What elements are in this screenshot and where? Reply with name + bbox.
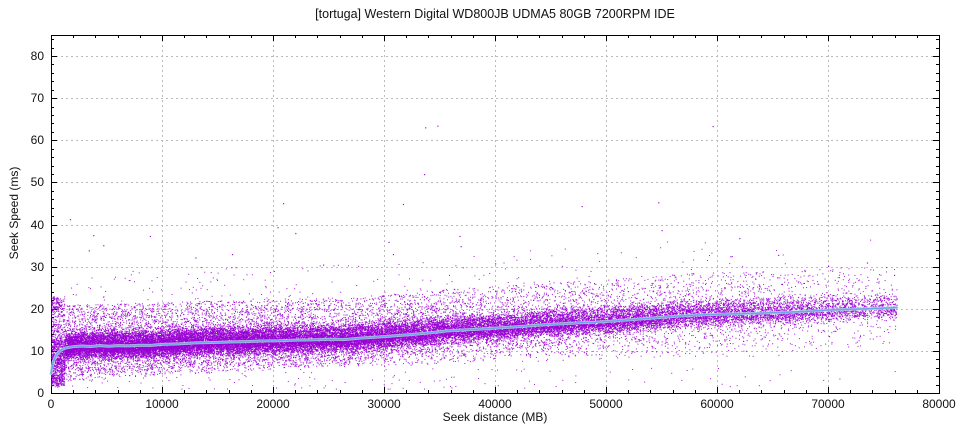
x-tick-label: 10000: [145, 397, 179, 411]
x-tick-label: 40000: [478, 397, 512, 411]
x-tick-label: 80000: [922, 397, 956, 411]
x-tick-label: 70000: [811, 397, 845, 411]
y-tick-label: 70: [30, 91, 44, 106]
x-tick-label: 50000: [589, 397, 623, 411]
x-tick-label: 0: [47, 397, 55, 411]
x-axis-label: Seek distance (MB): [442, 410, 548, 424]
chart-title: [tortuga] Western Digital WD800JB UDMA5 …: [315, 7, 675, 21]
x-tick-label: 20000: [256, 397, 290, 411]
y-tick-label: 30: [30, 259, 44, 274]
y-tick-label: 20: [30, 301, 44, 316]
y-tick-label: 0: [37, 386, 44, 400]
y-tick-label: 50: [30, 175, 44, 190]
x-tick-label: 30000: [367, 397, 401, 411]
y-tick-label: 60: [30, 133, 44, 148]
y-tick-label: 80: [30, 49, 44, 64]
y-tick-label: 40: [30, 217, 44, 232]
y-tick-label: 10: [30, 343, 44, 358]
x-tick-label: 60000: [700, 397, 734, 411]
